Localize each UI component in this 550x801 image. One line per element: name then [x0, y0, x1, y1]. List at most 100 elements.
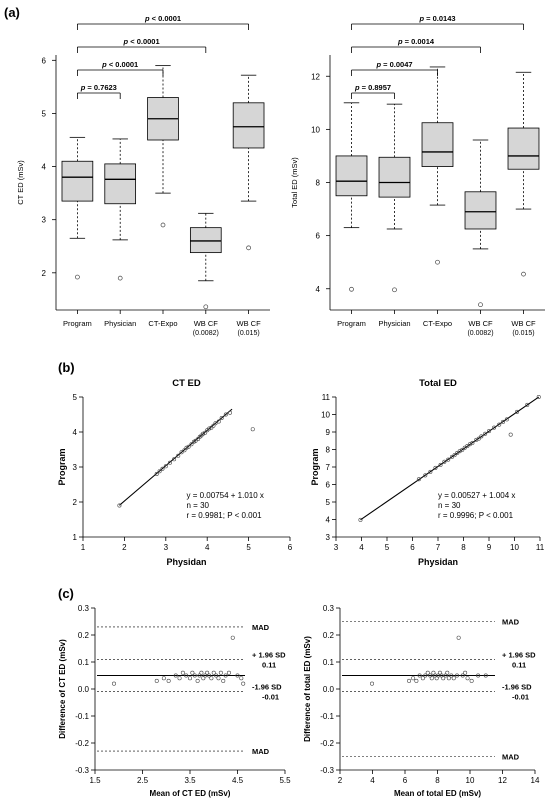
data-point — [213, 421, 218, 426]
y-tick-label: 0.3 — [323, 604, 335, 613]
p-value-label: p < 0.0001 — [144, 14, 181, 23]
data-point — [179, 450, 184, 455]
y-tick-label: 7 — [326, 463, 331, 472]
x-tick-label: 10 — [510, 543, 519, 552]
y-tick-label: -0.1 — [320, 712, 334, 721]
data-point — [441, 676, 446, 681]
data-point — [492, 425, 497, 430]
category-sublabel: (0.0082) — [467, 330, 493, 337]
data-point — [166, 678, 171, 683]
data-point — [407, 678, 412, 683]
data-point — [469, 678, 474, 683]
fit-annotation: n = 30 — [187, 501, 210, 510]
data-point — [186, 444, 191, 449]
data-point — [192, 673, 197, 678]
data-point — [515, 409, 520, 414]
limit-label: MAD — [252, 623, 270, 632]
data-point — [184, 673, 189, 678]
data-point — [438, 462, 443, 467]
fit-annotation: n = 30 — [438, 501, 461, 510]
category-label: CT-Expo — [148, 319, 177, 328]
data-point — [446, 676, 451, 681]
data-point — [423, 673, 428, 678]
data-point — [211, 423, 216, 428]
p-symbol: p — [354, 83, 360, 92]
panel-label-c: (c) — [58, 586, 74, 601]
data-point — [423, 473, 428, 478]
data-point — [463, 670, 468, 675]
box-iqr — [232, 102, 265, 149]
y-axis-title: CT ED (mSv) — [16, 160, 25, 205]
data-point — [429, 676, 434, 681]
data-point — [428, 469, 433, 474]
y-tick-label: 0.1 — [323, 658, 335, 667]
data-point — [209, 425, 214, 430]
data-point — [216, 676, 221, 681]
p-symbol: p — [144, 14, 150, 23]
data-point — [205, 670, 210, 675]
x-axis-title: Mean of total ED (mSv) — [394, 789, 481, 798]
x-tick-label: 7 — [436, 543, 441, 552]
x-tick-label: 8 — [435, 776, 440, 785]
p-symbol: p — [397, 37, 403, 46]
limit-label: MAD — [252, 747, 270, 756]
data-point — [497, 422, 502, 427]
category-label: Program — [63, 319, 92, 328]
box-iqr — [421, 122, 454, 167]
y-tick-label: 4 — [316, 285, 321, 294]
data-point — [460, 673, 465, 678]
data-point — [177, 676, 182, 681]
outlier-point — [203, 304, 209, 310]
y-tick-label: 8 — [326, 446, 331, 455]
fit-annotation: r = 0.9996; P < 0.001 — [438, 511, 514, 520]
data-point — [536, 394, 541, 399]
data-point — [414, 678, 419, 683]
p-value: < 0.0001 — [150, 14, 182, 23]
box-iqr — [61, 160, 94, 202]
y-tick-label: 3 — [326, 533, 331, 542]
category-label: WB CF — [511, 319, 536, 328]
data-point — [197, 673, 202, 678]
y-tick-label: 5 — [73, 393, 78, 402]
p-value: < 0.0001 — [107, 60, 139, 69]
p-value: = 0.8957 — [360, 83, 392, 92]
data-point — [214, 673, 219, 678]
x-tick-label: 12 — [498, 776, 507, 785]
data-point — [203, 673, 208, 678]
limit-label: + 1.96 SD — [252, 650, 286, 659]
outlier-point — [246, 245, 251, 251]
data-point — [445, 670, 450, 675]
data-point — [451, 676, 456, 681]
p-value-label: p = 0.0047 — [375, 60, 412, 69]
outlier-point — [478, 302, 483, 308]
y-tick-label: 11 — [322, 393, 331, 402]
y-tick-label: -0.1 — [75, 712, 89, 721]
data-point — [433, 465, 438, 470]
fit-annotation: r = 0.9981; P < 0.001 — [187, 511, 263, 520]
outlier-point — [160, 222, 166, 228]
data-point — [184, 445, 189, 450]
y-tick-label: 2 — [73, 498, 78, 507]
fit-annotation: y = 0.00527 + 1.004 x — [438, 491, 515, 500]
y-tick-label: 3 — [73, 463, 78, 472]
p-value-label: p = 0.8957 — [354, 83, 391, 92]
data-point — [483, 431, 488, 436]
data-point — [501, 419, 506, 424]
data-point — [479, 434, 484, 439]
x-tick-label: 6 — [288, 543, 293, 552]
data-point — [465, 676, 470, 681]
y-tick-label: 0.2 — [78, 631, 90, 640]
x-tick-label: 3 — [164, 543, 169, 552]
data-point — [161, 676, 166, 681]
p-value: = 0.0014 — [403, 37, 435, 46]
data-point — [425, 670, 430, 675]
outlier-point — [349, 286, 354, 292]
data-point — [250, 427, 255, 432]
y-tick-label: 0.0 — [78, 685, 90, 694]
y-tick-label: 6 — [326, 481, 331, 490]
y-axis-title: Difference of CT ED (mSv) — [58, 639, 67, 739]
category-sublabel: (0.015) — [512, 330, 534, 337]
x-tick-label: 2.5 — [137, 776, 149, 785]
category-label: WB CF — [468, 319, 493, 328]
